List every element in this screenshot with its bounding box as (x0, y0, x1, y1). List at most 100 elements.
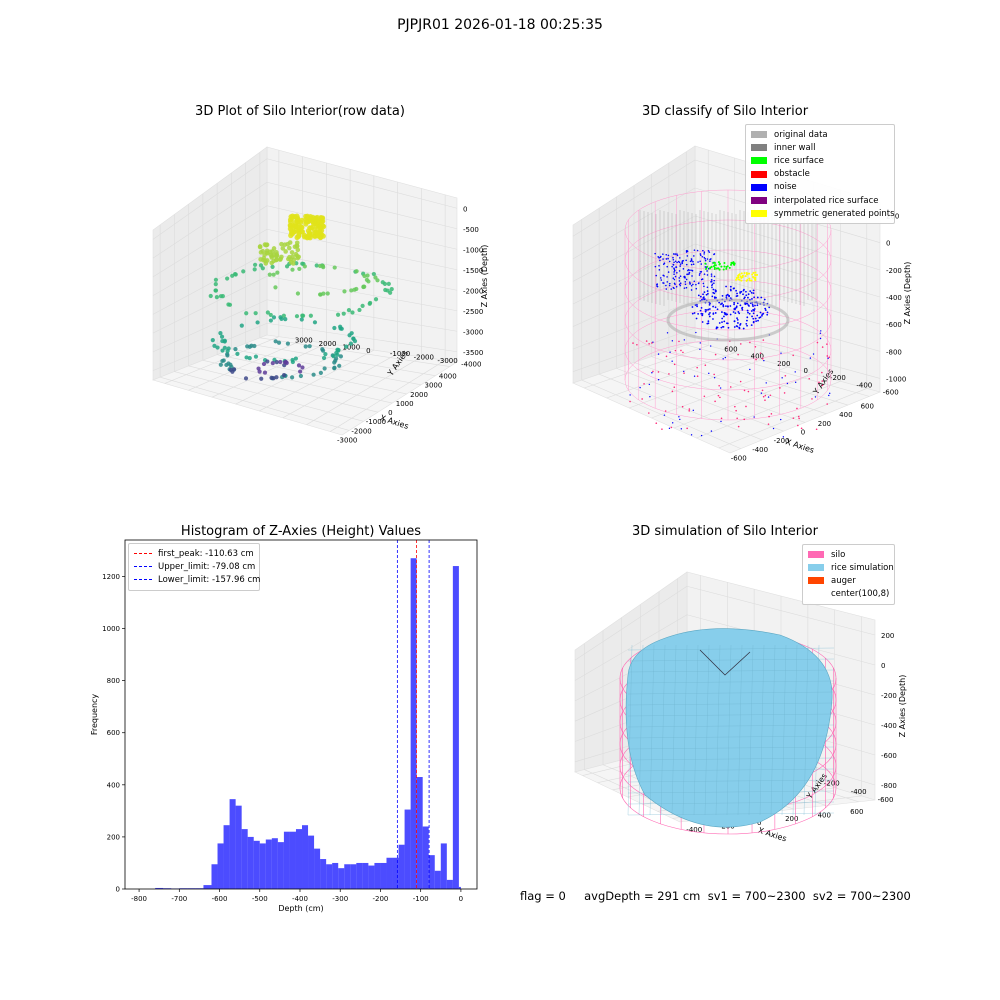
raw-point (265, 359, 270, 364)
sim-ytick-label: -600 (878, 796, 894, 804)
classify-plot-title: 3D classify of Silo Interior (641, 104, 809, 119)
noise-point (705, 309, 708, 311)
histogram-bar (308, 835, 315, 889)
raw-grid-line (266, 158, 458, 209)
classify-legend-item: interpolated rice surface (751, 194, 888, 207)
raw-point (287, 217, 294, 223)
legend-label: auger (831, 575, 856, 586)
raw-point (319, 215, 326, 221)
pink-point (682, 351, 684, 354)
noise-point (714, 312, 717, 314)
classify-grid-line (694, 271, 881, 325)
raw-grid-line (259, 349, 375, 412)
classify-grid-line (651, 366, 788, 419)
noise-point (665, 253, 668, 256)
mesh-line (627, 658, 835, 662)
pink-point (761, 357, 764, 360)
noise-point (729, 305, 732, 307)
noise-point (780, 352, 782, 354)
mesh-line (627, 768, 835, 772)
noise-point (672, 253, 675, 255)
noise-point (679, 275, 682, 278)
noise-point (737, 322, 739, 324)
noise-point (713, 377, 716, 379)
raw-point (290, 357, 295, 363)
noise-point (752, 317, 755, 320)
raw-point (283, 249, 288, 254)
pink-point (755, 358, 757, 361)
rice-surface-point (706, 265, 709, 268)
legend-label: interpolated rice surface (774, 195, 879, 206)
noise-point (733, 320, 736, 323)
noise-point (735, 289, 738, 292)
sim-xtick-label: 600 (850, 808, 863, 816)
sim-z-axis-label: Z Axies (Depth) (898, 675, 907, 738)
classify-xtick-label: -200 (774, 437, 790, 445)
y-tick-label: 1000 (102, 625, 120, 633)
pink-point (747, 390, 750, 393)
pink-point (671, 390, 674, 393)
raw-ytick-label: -4000 (461, 360, 481, 368)
pink-point (767, 423, 770, 425)
symmetric-point (748, 277, 751, 280)
raw-ztick-label: -1000 (463, 246, 483, 254)
noise-point (766, 311, 769, 314)
classify-ytick-label: 400 (751, 353, 764, 361)
raw-point (388, 290, 393, 295)
histogram-bar (253, 840, 260, 889)
noise-point (752, 305, 754, 308)
pink-point (729, 386, 732, 388)
noise-point (746, 309, 749, 312)
noise-point (712, 288, 715, 291)
noise-point (708, 303, 711, 306)
noise-point (668, 427, 671, 430)
classify-grid-line (572, 159, 696, 237)
raw-point (243, 376, 249, 381)
noise-point (819, 337, 822, 340)
noise-point (706, 286, 709, 289)
legend-swatch (751, 170, 767, 178)
mesh-line (649, 644, 655, 816)
raw-point (226, 346, 231, 351)
noise-point (699, 309, 702, 312)
pink-point (668, 373, 670, 375)
noise-point (704, 266, 707, 268)
raw-grid-line (266, 322, 458, 353)
sim-ztick-label: -800 (881, 782, 897, 790)
noise-point (699, 260, 701, 263)
noise-point (747, 293, 750, 296)
noise-point (722, 358, 724, 360)
noise-point (741, 308, 744, 311)
noise-point (685, 278, 688, 281)
mesh-line (737, 644, 743, 816)
noise-point (709, 260, 711, 262)
simulation-legend: silo rice simulation auger center(100,8) (802, 544, 895, 605)
histogram-bar (271, 838, 278, 889)
noise-point (671, 340, 674, 342)
noise-point (667, 254, 670, 257)
raw-x-axis-label: X Axies (379, 413, 410, 431)
classify-grid-line (696, 381, 841, 439)
histogram-bar (314, 848, 321, 889)
raw-ytick-label: -3000 (437, 357, 457, 365)
noise-point (780, 418, 782, 421)
x-tick-label: -500 (252, 895, 268, 903)
raw-point (295, 247, 301, 253)
noise-point (745, 302, 748, 305)
noise-point (696, 305, 698, 308)
noise-point (711, 295, 714, 298)
noise-point (767, 396, 770, 398)
pink-point (745, 405, 747, 408)
raw-point (389, 286, 394, 292)
classify-grid-line (584, 345, 709, 389)
sim-ztick-label: -200 (881, 692, 897, 700)
noise-point (672, 258, 675, 261)
mesh-line (627, 746, 835, 750)
noise-point (814, 396, 817, 398)
mesh-line (627, 713, 835, 717)
pink-point (792, 417, 795, 419)
noise-point (700, 306, 703, 309)
pink-point (648, 412, 650, 414)
classify-grid-line (694, 215, 881, 271)
noise-point (752, 312, 755, 315)
